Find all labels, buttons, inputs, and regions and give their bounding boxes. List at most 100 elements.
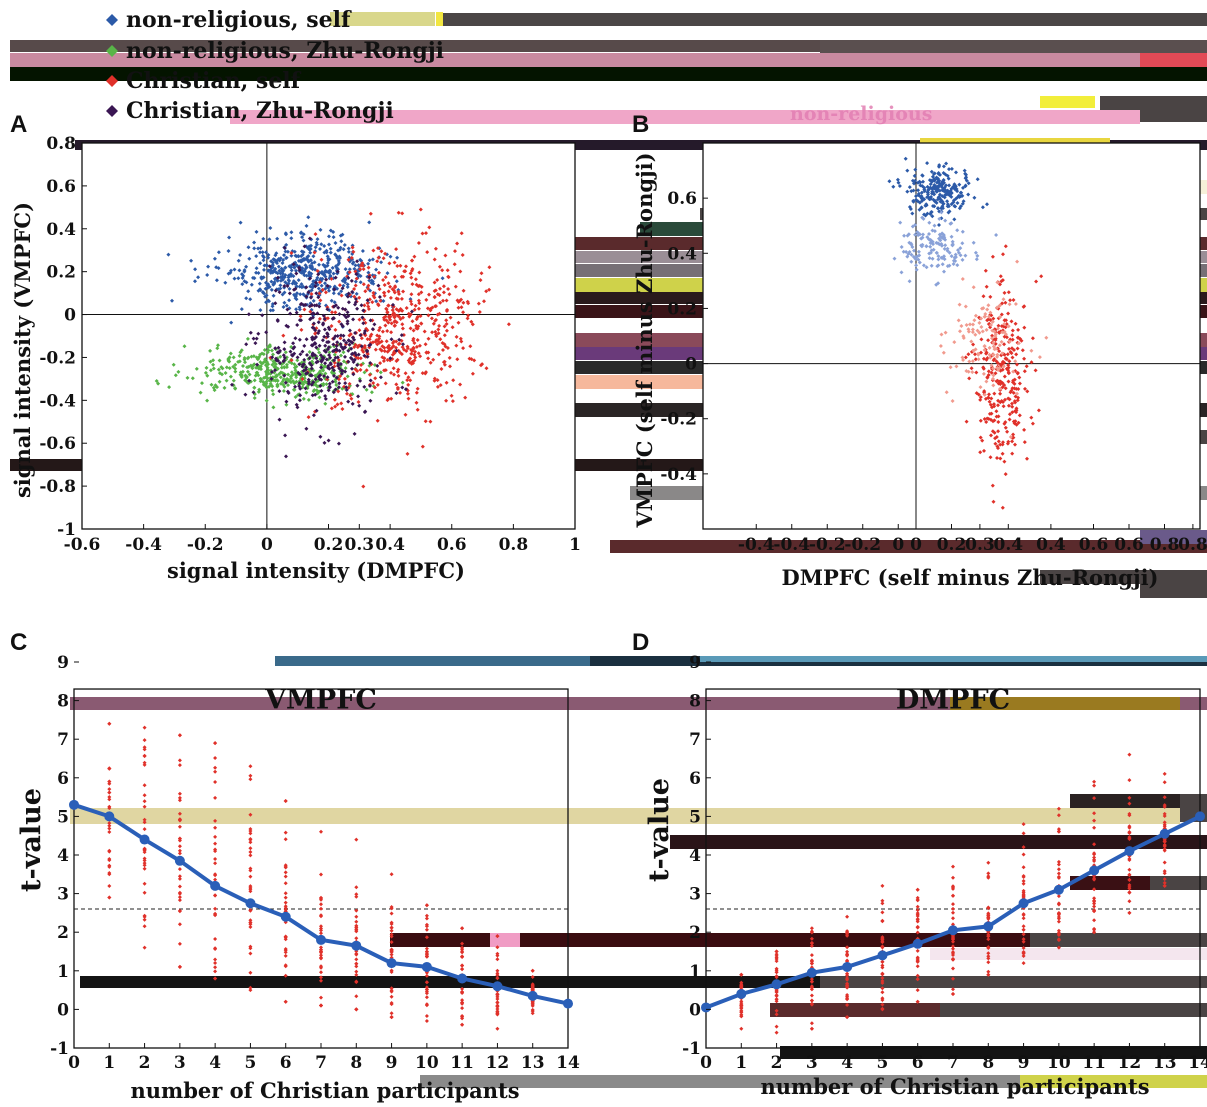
scatter-point <box>996 403 1000 408</box>
scatter-point <box>1002 421 1007 426</box>
scatter-point <box>465 316 470 321</box>
bootstrap-point <box>495 1010 500 1014</box>
scatter-point <box>952 217 957 222</box>
scatter-point <box>368 383 372 388</box>
scatter-point <box>318 298 323 303</box>
bootstrap-point <box>177 874 182 879</box>
scatter-point <box>389 337 394 342</box>
scatter-point <box>193 267 198 272</box>
scatter-point <box>300 235 305 240</box>
scatter-point <box>909 242 914 247</box>
scatter-point <box>401 342 405 347</box>
bootstrap-point <box>880 960 885 964</box>
scatter-point <box>271 308 275 313</box>
scatter-point <box>355 363 360 367</box>
x-tick-label: 11 <box>1082 1053 1106 1073</box>
bootstrap-point <box>774 1008 779 1013</box>
scatter-point <box>426 313 431 318</box>
bootstrap-point <box>354 957 359 962</box>
scatter-point <box>329 324 334 328</box>
scatter-point <box>247 378 252 383</box>
scatter-point <box>953 259 958 263</box>
scatter-point <box>395 313 400 318</box>
y-tick-label: 0.6 <box>46 177 76 197</box>
scatter-point <box>330 310 334 315</box>
scatter-point <box>306 215 311 220</box>
bootstrap-point <box>319 829 323 834</box>
scatter-point <box>366 283 371 288</box>
scatter-point <box>937 163 942 168</box>
scatter-point <box>1013 321 1018 326</box>
scatter-point <box>961 185 965 190</box>
scatter-point <box>899 270 904 275</box>
scatter-point <box>905 189 910 194</box>
scatter-point <box>391 366 396 371</box>
bootstrap-point <box>142 924 147 929</box>
scatter-point <box>246 364 251 369</box>
bootstrap-point <box>213 937 218 941</box>
scatter-point <box>992 418 997 423</box>
x-tick-label: 13 <box>521 1053 545 1073</box>
scatter-point <box>316 295 321 300</box>
scatter-point <box>311 321 316 326</box>
scatter-point <box>1036 408 1041 413</box>
bootstrap-point <box>142 762 147 767</box>
scatter-point <box>970 327 975 332</box>
scatter-point <box>1000 367 1005 372</box>
scatter-point <box>447 355 452 360</box>
scatter-point <box>313 328 318 333</box>
x-tick-label: 6 <box>912 1053 924 1073</box>
scatter-point <box>269 376 274 381</box>
scatter-point <box>331 316 336 321</box>
scatter-point <box>283 380 288 385</box>
bootstrap-point <box>107 797 112 802</box>
scatter-point <box>251 363 256 368</box>
bootstrap-point <box>915 895 920 900</box>
scatter-point <box>435 384 440 389</box>
bootstrap-point <box>460 998 465 1003</box>
scatter-point <box>339 293 344 298</box>
y-tick-label: -0.4 <box>660 465 697 485</box>
bootstrap-point <box>951 902 955 907</box>
scatter-point <box>372 385 377 390</box>
scatter-point <box>986 303 991 308</box>
y-tick-label: 1 <box>57 962 69 982</box>
scatter-point <box>919 190 924 195</box>
scatter-point <box>922 197 927 202</box>
bootstrap-point <box>809 961 814 966</box>
scatter-point <box>353 300 358 305</box>
bootstrap-point <box>319 931 323 936</box>
bootstrap-point <box>142 760 147 765</box>
scatter-point <box>385 271 390 276</box>
scatter-point <box>406 382 411 387</box>
bootstrap-point <box>283 864 288 869</box>
scatter-point <box>969 366 974 371</box>
scatter-point <box>425 306 430 311</box>
scatter-point <box>1022 325 1027 330</box>
scatter-point <box>332 373 336 378</box>
bootstrap-point <box>142 747 147 752</box>
scatter-point <box>959 190 964 195</box>
scatter-point <box>409 292 414 297</box>
bootstrap-point <box>213 861 218 866</box>
scatter-point <box>386 281 391 286</box>
scatter-point <box>292 287 296 292</box>
scatter-point <box>325 347 330 352</box>
scatter-point <box>967 376 972 381</box>
scatter-point <box>194 366 199 371</box>
scatter-point <box>922 185 927 190</box>
scatter-point <box>350 245 355 250</box>
scatter-point <box>356 352 361 357</box>
scatter-point <box>333 327 338 332</box>
bootstrap-point <box>389 970 394 974</box>
scatter-point <box>936 171 941 175</box>
bootstrap-point <box>809 977 814 982</box>
scatter-point <box>946 191 951 195</box>
scatter-point <box>271 392 276 397</box>
scatter-point <box>930 214 935 219</box>
scatter-point <box>341 350 346 355</box>
bootstrap-point <box>424 985 429 990</box>
scatter-point <box>353 367 358 372</box>
scatter-point <box>296 254 301 259</box>
